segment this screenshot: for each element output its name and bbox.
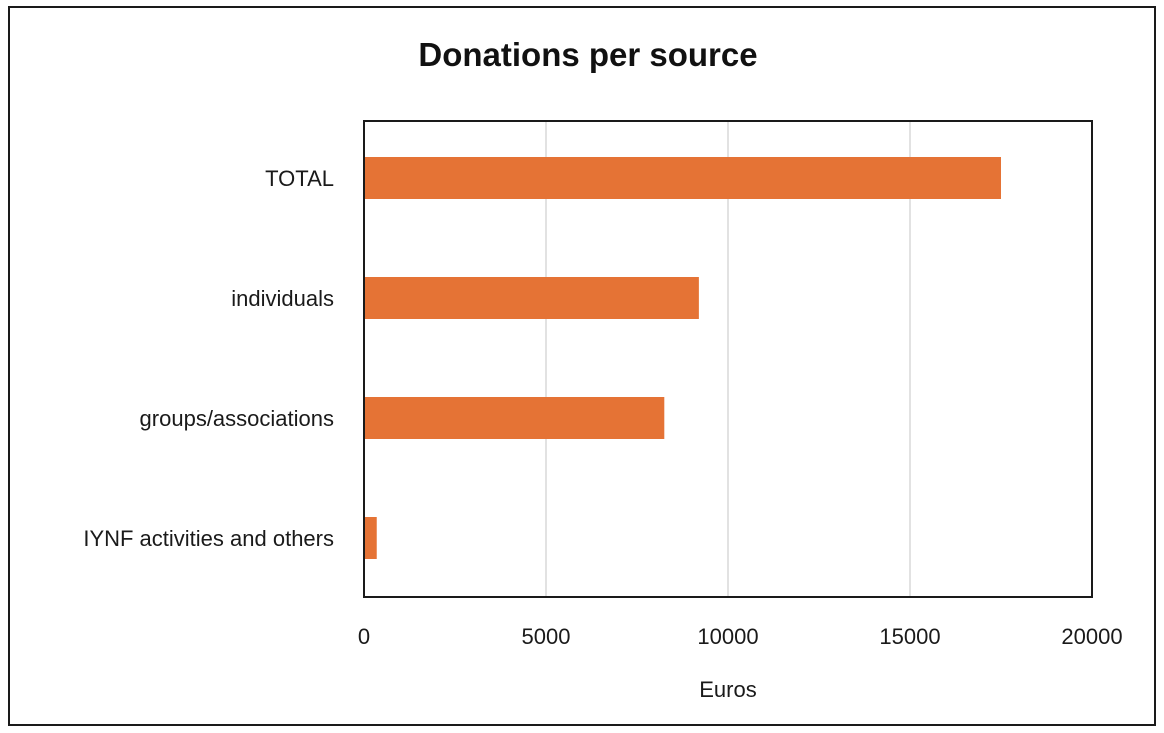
x-axis-label: Euros — [699, 677, 756, 702]
category-labels: TOTAL individuals groups/associations IYNF … — [83, 166, 334, 551]
chart-frame — [8, 6, 1156, 726]
x-tick-label: 20000 — [1061, 624, 1122, 649]
bar-total — [364, 157, 1001, 199]
bar-individuals — [364, 277, 699, 319]
x-tick-labels: 0 5000 10000 15000 20000 — [358, 624, 1123, 649]
bar-iynf-activities-and-others — [364, 517, 377, 559]
x-tick-label: 0 — [358, 624, 370, 649]
x-tick-label: 15000 — [879, 624, 940, 649]
x-tick-label: 5000 — [522, 624, 571, 649]
category-label: individuals — [231, 286, 334, 311]
plot-area-border — [363, 120, 1093, 598]
category-label: IYNF activities and others — [83, 526, 334, 551]
bars — [364, 157, 1001, 559]
chart-title: Donations per source — [418, 36, 757, 73]
x-tick-label: 10000 — [697, 624, 758, 649]
category-label: TOTAL — [265, 166, 334, 191]
bar-groups-associations — [364, 397, 665, 439]
category-label: groups/associations — [140, 406, 334, 431]
grid-lines — [545, 121, 911, 597]
